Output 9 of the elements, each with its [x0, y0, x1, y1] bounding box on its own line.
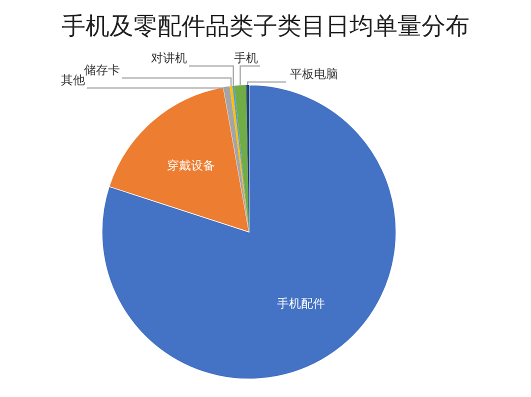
slice-label: 对讲机 — [151, 51, 187, 65]
slice-label: 手机配件 — [276, 296, 325, 310]
slice-label: 穿戴设备 — [167, 158, 216, 172]
chart-title: 手机及零配件品类子类目日均单量分布 — [62, 12, 470, 40]
slice-label: 其他 — [61, 73, 85, 87]
slice-label: 手机 — [234, 51, 258, 65]
slice-label: 储存卡 — [84, 63, 120, 77]
pie-slice — [102, 84, 396, 380]
slice-label: 平板电脑 — [290, 67, 338, 81]
